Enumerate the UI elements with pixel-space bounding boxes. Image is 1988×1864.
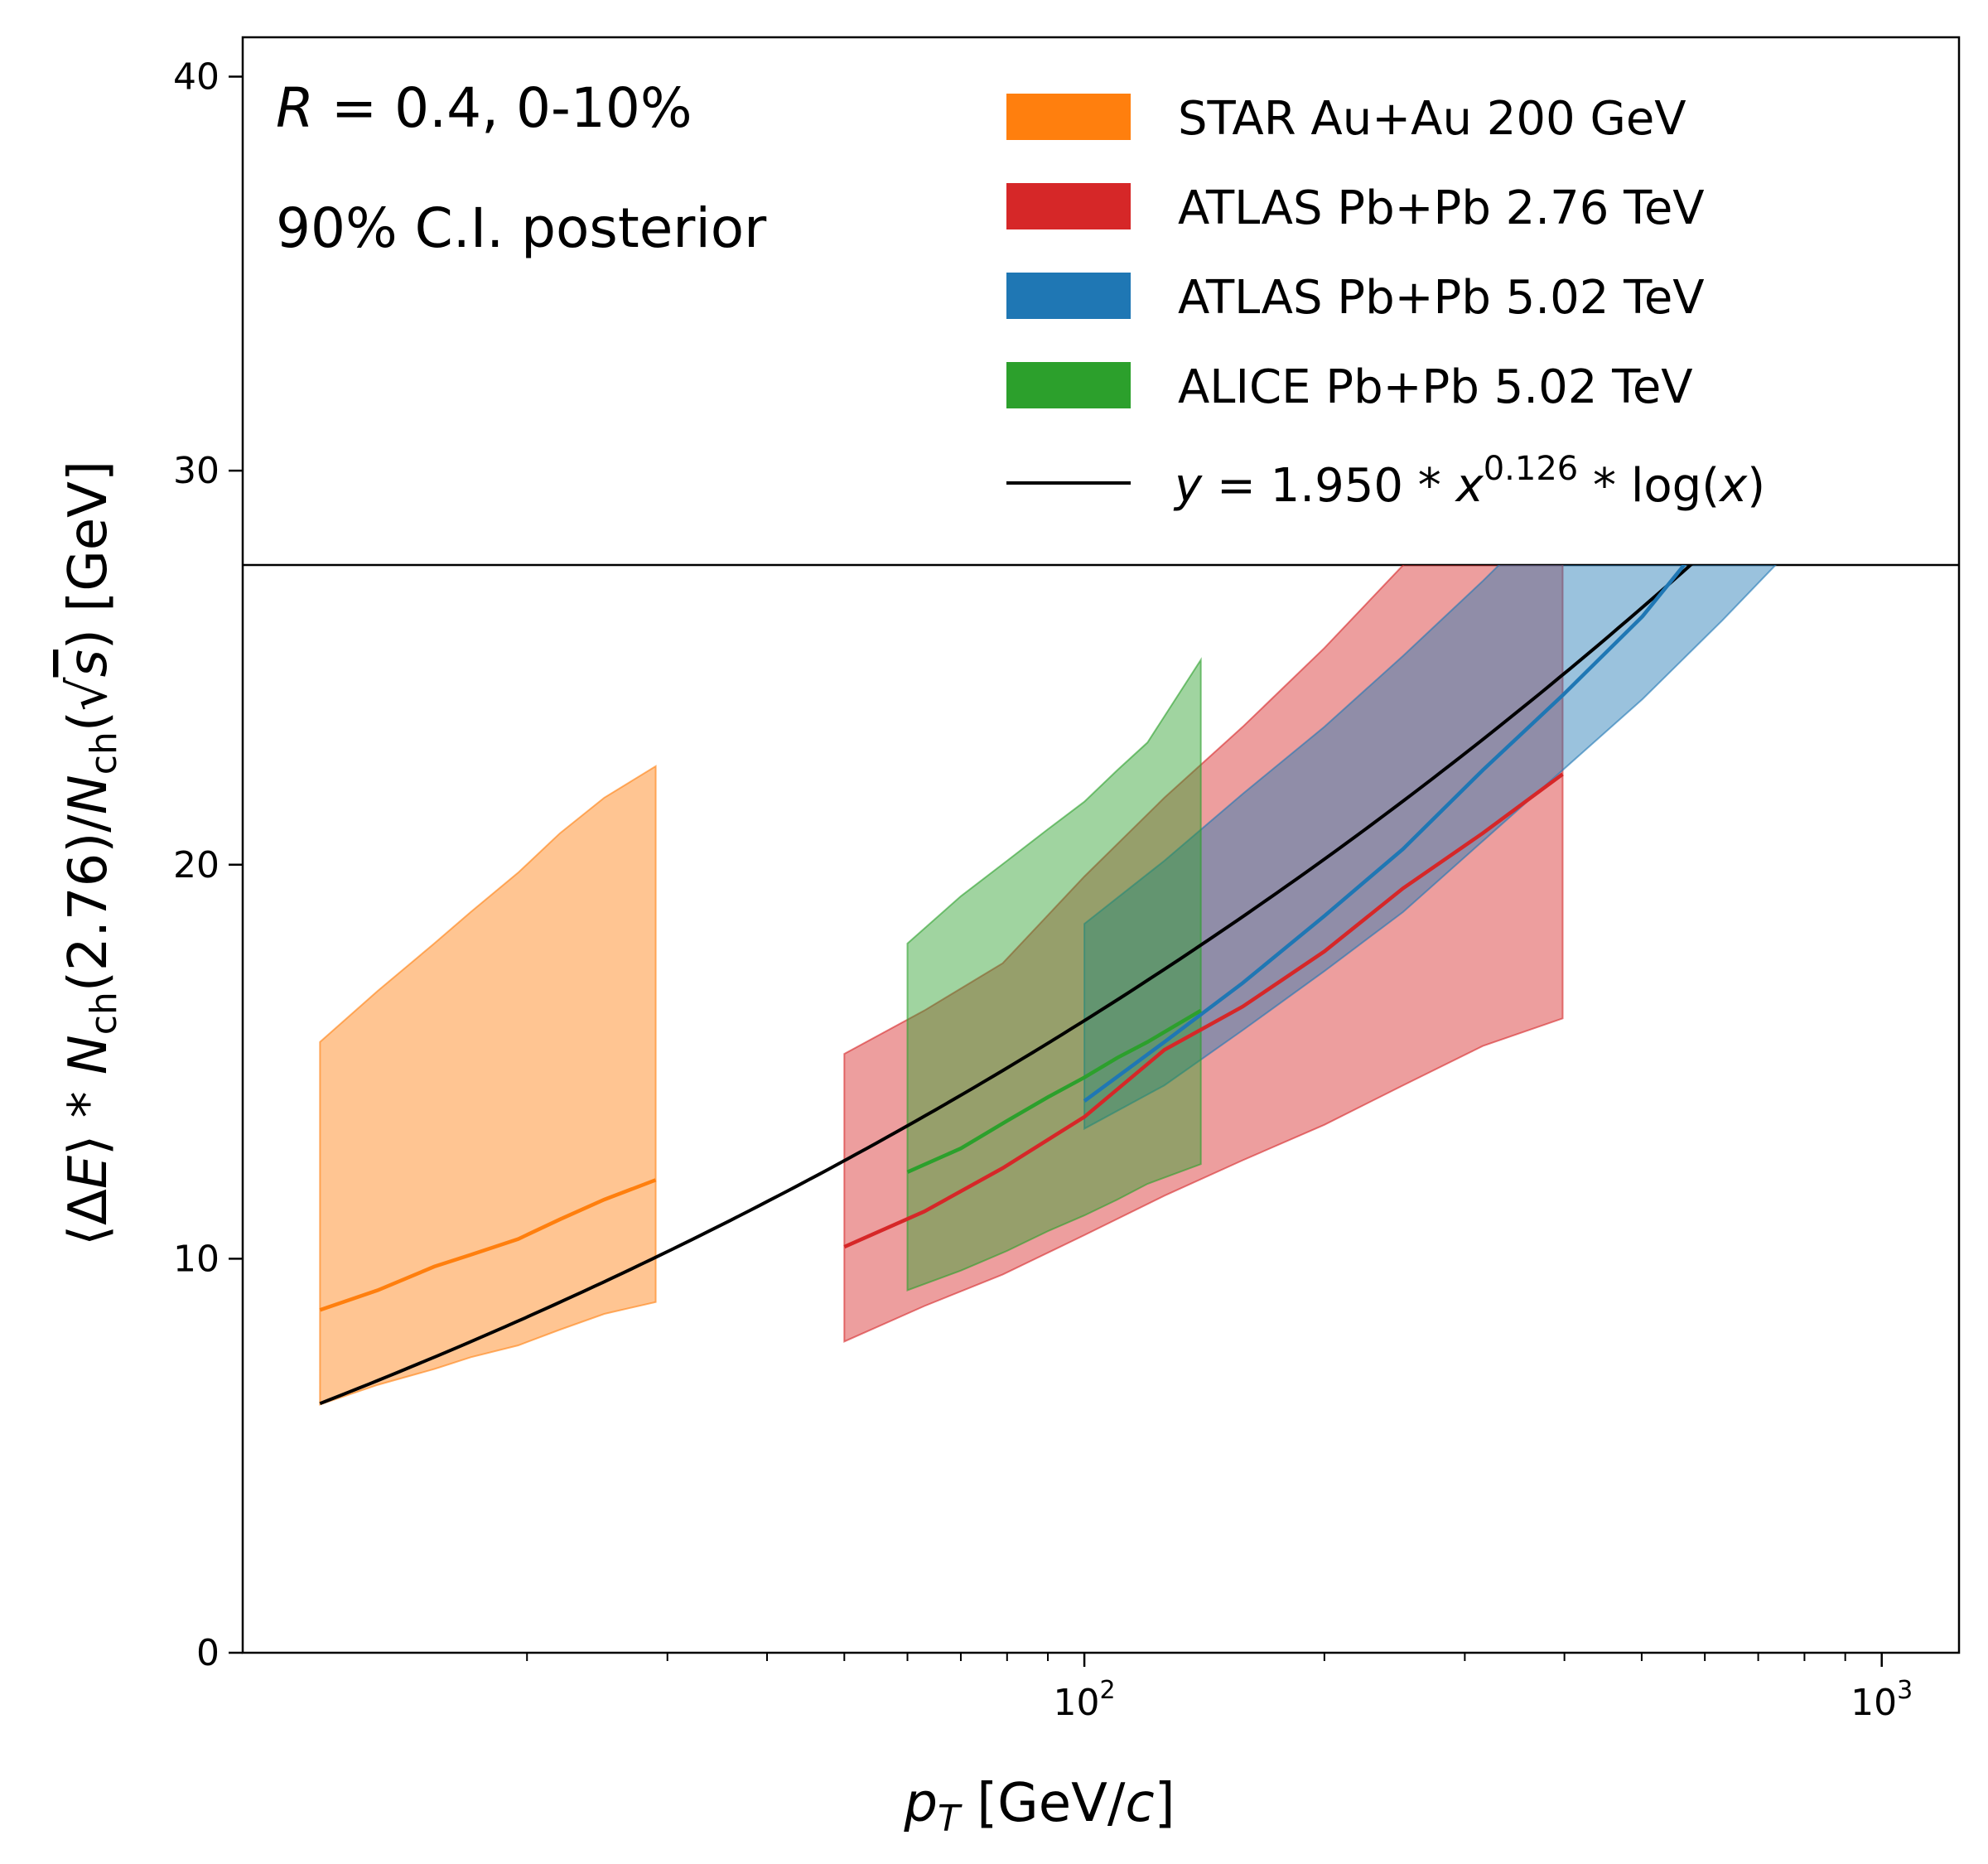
plot-frame [241, 36, 1961, 1654]
x-axis: 102 103 [526, 1653, 1913, 1724]
y-axis-title: ⟨ΔE⟩ * Nch(2.76)/Nch(√s) [GeV] [58, 461, 125, 1246]
fit-line [319, 565, 1693, 1406]
y-tick-label: 20 [173, 844, 220, 886]
legend-label-star: STAR Au+Au 200 GeV [1178, 92, 1686, 146]
median-line-alice-pb-pb-5-02-tev [906, 1008, 1202, 1174]
median-line-atlas-pb-pb-2-76-tev [843, 772, 1564, 1249]
median-line-star-au-au-200-gev [319, 1178, 657, 1312]
legend-label-fit: y = 1.950 * x0.126 * log(x) [1173, 450, 1765, 513]
annotation-ci: 90% C.I. posterior [276, 196, 767, 260]
y-tick-label: 40 [173, 56, 220, 99]
y-axis: 0 10 20 30 40 [173, 56, 243, 1674]
band-atlas-pb-pb-5-02-tev [1083, 565, 1777, 1131]
legend-label-atlas-276: ATLAS Pb+Pb 2.76 TeV [1178, 181, 1705, 235]
band-star-au-au-200-gev [319, 765, 657, 1406]
legend-label-atlas-502: ATLAS Pb+Pb 5.02 TeV [1178, 271, 1705, 325]
y-tick-label: 0 [196, 1632, 220, 1674]
x-tick-label: 102 [1054, 1676, 1116, 1724]
band-atlas-pb-pb-2-76-tev [843, 565, 1564, 1343]
x-axis-title: pT [GeV/c] [903, 1773, 1175, 1840]
legend-swatch-atlas-502 [1006, 273, 1131, 319]
lines-layer [319, 565, 1693, 1406]
legend-label-alice-502: ALICE Pb+Pb 5.02 TeV [1178, 360, 1693, 414]
y-tick-label: 10 [173, 1238, 220, 1280]
median-line-atlas-pb-pb-5-02-tev [1083, 565, 1687, 1103]
legend-swatch-atlas-276 [1006, 183, 1131, 229]
x-tick-label: 103 [1850, 1676, 1913, 1724]
legend: STAR Au+Au 200 GeV ATLAS Pb+Pb 2.76 TeV … [1006, 92, 1765, 513]
bands-layer [319, 565, 1777, 1406]
y-tick-label: 30 [173, 450, 220, 492]
legend-swatch-alice-502 [1006, 362, 1131, 408]
band-alice-pb-pb-5-02-tev [906, 657, 1202, 1292]
legend-swatch-star [1006, 94, 1131, 140]
annotation-radius: R = 0.4, 0-10% [276, 76, 692, 140]
